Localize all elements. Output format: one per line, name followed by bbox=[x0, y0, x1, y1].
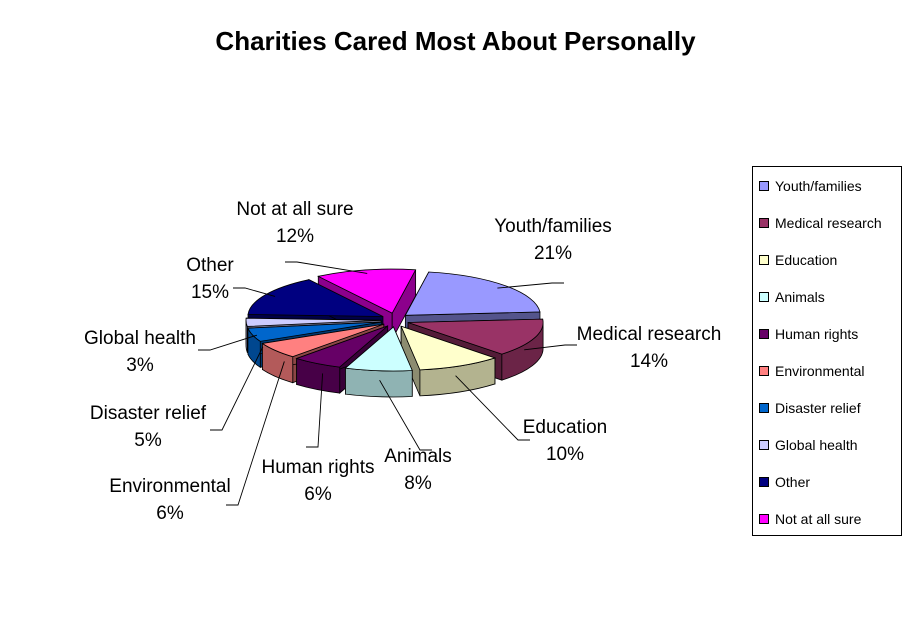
legend-swatch bbox=[759, 255, 769, 265]
chart-title: Charities Cared Most About Personally bbox=[215, 26, 696, 56]
slice-value-label: 6% bbox=[304, 484, 332, 505]
slice-category-label: Education bbox=[523, 417, 608, 438]
slice-value-label: 5% bbox=[134, 430, 162, 451]
slice-value-label: 21% bbox=[534, 243, 572, 264]
slice-value-label: 3% bbox=[126, 355, 154, 376]
legend-item: Youth/families bbox=[759, 176, 862, 196]
legend-label: Global health bbox=[775, 437, 858, 453]
slice-value-label: 15% bbox=[191, 282, 229, 303]
slice-category-label: Global health bbox=[84, 328, 196, 349]
slice-category-label: Not at all sure bbox=[236, 199, 353, 220]
slice-category-label: Other bbox=[186, 255, 234, 276]
legend-label: Environmental bbox=[775, 363, 865, 379]
legend-swatch bbox=[759, 329, 769, 339]
legend-item: Global health bbox=[759, 435, 858, 455]
legend-label: Youth/families bbox=[775, 178, 862, 194]
chart-legend: Youth/families Medical research Education A… bbox=[752, 166, 902, 536]
legend-item: Animals bbox=[759, 287, 825, 307]
slice-category-label: Environmental bbox=[109, 476, 230, 497]
leader-line bbox=[226, 361, 285, 506]
legend-swatch bbox=[759, 366, 769, 376]
leader-line bbox=[233, 287, 276, 297]
legend-label: Disaster relief bbox=[775, 400, 861, 416]
leader-line bbox=[379, 379, 432, 451]
legend-label: Animals bbox=[775, 289, 825, 305]
slice-category-label: Disaster relief bbox=[90, 403, 207, 424]
slice-category-label: Medical research bbox=[577, 324, 722, 345]
leader-line bbox=[524, 344, 577, 351]
legend-label: Medical research bbox=[775, 215, 882, 231]
slice-value-label: 10% bbox=[546, 444, 584, 465]
leader-line bbox=[210, 346, 264, 431]
legend-swatch bbox=[759, 514, 769, 524]
slice-value-label: 6% bbox=[156, 503, 184, 524]
slice-value-label: 8% bbox=[404, 473, 432, 494]
legend-swatch bbox=[759, 181, 769, 191]
legend-item: Not at all sure bbox=[759, 509, 861, 529]
slice-value-label: 14% bbox=[630, 351, 668, 372]
leader-line bbox=[285, 261, 368, 274]
slice-category-label: Animals bbox=[384, 446, 452, 467]
legend-label: Not at all sure bbox=[775, 511, 862, 527]
legend-label: Education bbox=[775, 252, 838, 268]
legend-swatch bbox=[759, 292, 769, 302]
legend-item: Education bbox=[759, 250, 837, 270]
legend-label: Human rights bbox=[775, 326, 859, 342]
leader-line bbox=[497, 282, 564, 289]
legend-item: Environmental bbox=[759, 361, 865, 381]
slice-category-label: Human rights bbox=[262, 457, 375, 478]
legend-item: Other bbox=[759, 472, 810, 492]
leader-line bbox=[455, 375, 530, 441]
slice-category-label: Youth/families bbox=[494, 216, 612, 237]
legend-item: Disaster relief bbox=[759, 398, 861, 418]
legend-item: Medical research bbox=[759, 213, 882, 233]
pie-slice-education bbox=[400, 325, 497, 397]
leader-line bbox=[306, 373, 324, 448]
legend-item: Human rights bbox=[759, 324, 858, 344]
legend-label: Other bbox=[775, 474, 811, 490]
slice-value-label: 12% bbox=[276, 226, 314, 247]
leader-line bbox=[198, 334, 258, 351]
legend-swatch bbox=[759, 403, 769, 413]
legend-swatch bbox=[759, 218, 769, 228]
legend-swatch bbox=[759, 440, 769, 450]
pie-slice-animals bbox=[344, 326, 413, 398]
legend-swatch bbox=[759, 477, 769, 487]
